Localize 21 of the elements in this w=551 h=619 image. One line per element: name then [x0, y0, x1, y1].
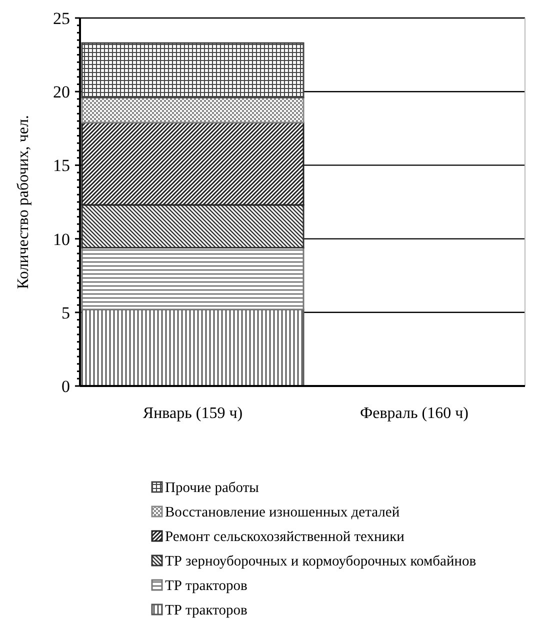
bar [81, 42, 304, 98]
y-tick-label: 10 [53, 230, 70, 249]
legend-label: Восстановление изношенных деталей [165, 504, 400, 520]
y-tick-label: 5 [62, 303, 70, 322]
y-tick-label: 25 [53, 8, 70, 28]
y-tick-label: 15 [53, 156, 70, 176]
legend-label: Прочие работы [165, 480, 260, 496]
bar [81, 246, 304, 310]
bar [81, 308, 304, 387]
legend-label: Ремонт сельскохозяйственной техники [165, 529, 405, 545]
legend-label: ТР тракторов [165, 602, 248, 618]
y-tick-label: 0 [62, 376, 70, 396]
x-tick-label: Февраль (160 ч) [360, 405, 469, 422]
legend-label: ТР зерноуборочных и кормоуборочных комбайнов [165, 554, 476, 570]
y-tick-label: 20 [53, 82, 70, 102]
bar [81, 122, 304, 206]
y-axis-title: Количество рабочих, чел. [15, 115, 32, 289]
bar [81, 204, 304, 248]
x-tick-label: Январь (159 ч) [142, 405, 243, 422]
legend-label: ТР тракторов [165, 578, 248, 594]
bar [81, 96, 304, 124]
